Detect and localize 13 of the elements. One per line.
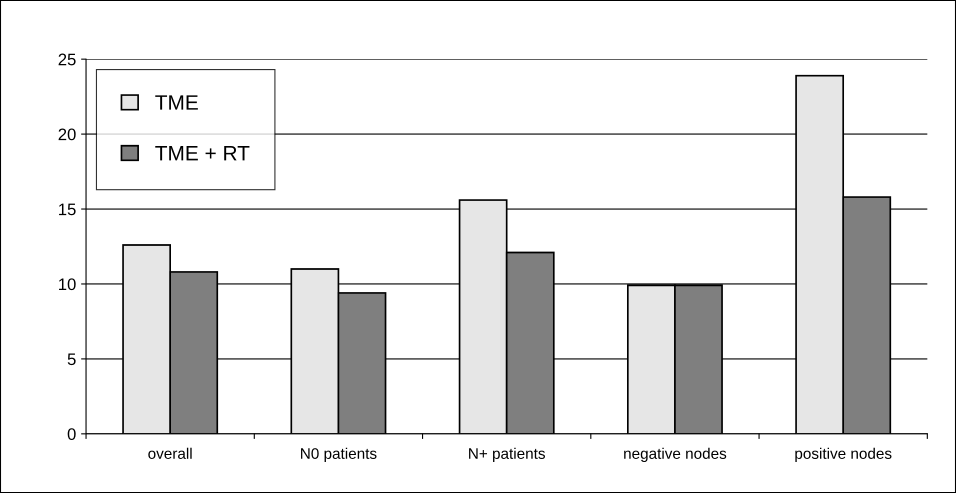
legend-label: TME + RT [155,146,250,160]
legend-label: TME [155,95,198,110]
x-tick-label: N0 patients [301,448,377,462]
y-tick-label: 10 [59,278,76,290]
x-tick-label: positive nodes [795,448,892,462]
y-tick-label: 25 [58,54,76,66]
x-tick-label: negative nodes [624,448,726,462]
x-tick-label: overall [148,448,192,459]
y-tick-label: 15 [59,204,76,216]
x-tick-label: N+ patients [469,448,545,462]
y-tick-label: 5 [68,353,76,366]
y-tick-label: 0 [68,428,76,440]
y-tick-label: 20 [58,128,76,140]
